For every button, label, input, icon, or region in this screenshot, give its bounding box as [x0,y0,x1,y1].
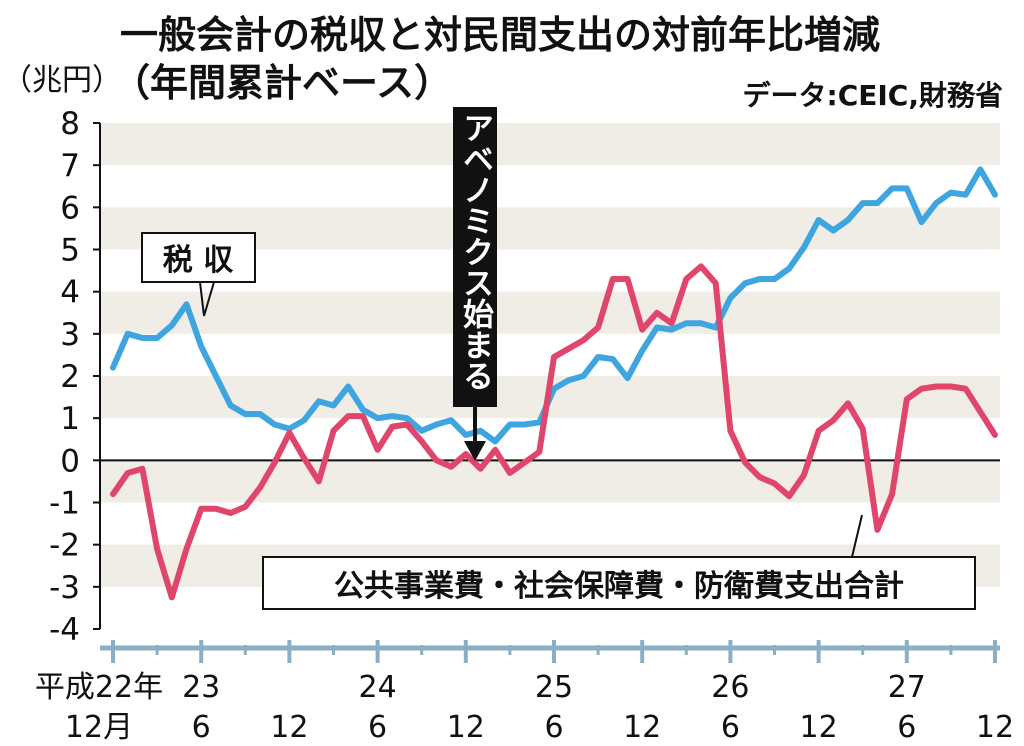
x-tick-label-year: 平成22年 [35,670,163,705]
y-tick-labels: 8 7 6 5 4 3 2 1 0 -1 -2 -3 -4 [49,106,100,648]
y-tick-label: -2 [49,528,80,564]
y-tick-label: 7 [60,148,80,184]
series-label-spending-text: 公共事業費・社会保障費・防衛費支出合計 [334,569,904,604]
y-tick-label: 0 [60,443,80,479]
y-tick-label: 5 [60,233,80,269]
series-label-tax-text: 税 収 [163,243,234,278]
abenomics-annotation: アベノミクス始まる [453,107,497,461]
chart-title: 一般会計の税収と対民間支出の対前年比増減 [120,13,880,57]
y-tick-label: 4 [60,275,80,311]
y-tick-label: 8 [60,106,80,142]
y-tick-label: 1 [60,401,80,437]
y-tick-label: 3 [60,317,80,353]
series-label-tax: 税 収 [141,232,256,317]
x-tick-labels: 平成22年 12月 23 6 12 24 6 12 25 6 12 26 6 12 27 6 12 [35,640,1014,745]
y-tick-label: -4 [49,612,80,648]
x-tick-label-year: 23 [182,670,220,705]
chart-subtitle: （年間累計ベース） [112,61,452,105]
spending-line [110,263,998,601]
x-tick-label-month: 12 [270,710,308,745]
x-tick-label-month: 6 [897,710,916,745]
y-tick-label: -1 [49,486,80,522]
y-tick-label: -3 [49,570,80,606]
x-tick-label-month: 6 [368,710,387,745]
x-tick-label-year: 27 [888,670,926,705]
y-axis-unit: （兆円） [2,63,122,98]
series-label-spending: 公共事業費・社会保障費・防衛費支出合計 [262,514,976,610]
grid-band [100,460,1000,503]
data-source: データ:CEIC,財務省 [743,79,1003,112]
x-tick-label-month: 12 [623,710,661,745]
x-tick-label-month: 12 [976,710,1014,745]
x-tick-label-month: 12 [447,710,485,745]
tax-revenue-line [110,166,998,445]
y-tick-label: 2 [60,359,80,395]
x-tick-label-year: 26 [711,670,749,705]
grid-bands [100,123,1000,587]
x-tick-label-year: 24 [359,670,397,705]
grid-band [100,291,1000,334]
x-tick-label-year: 25 [535,670,573,705]
y-tick-label: 6 [60,190,80,226]
x-tick-label-month: 6 [721,710,740,745]
x-tick-label-month: 12 [800,710,838,745]
series-lines [110,166,998,601]
x-tick-label-month: 12月 [65,710,133,745]
x-tick-label-month: 6 [544,710,563,745]
grid-band [100,123,1000,166]
x-tick-label-month: 6 [192,710,211,745]
abenomics-annotation-text: アベノミクス始まる [457,112,494,391]
